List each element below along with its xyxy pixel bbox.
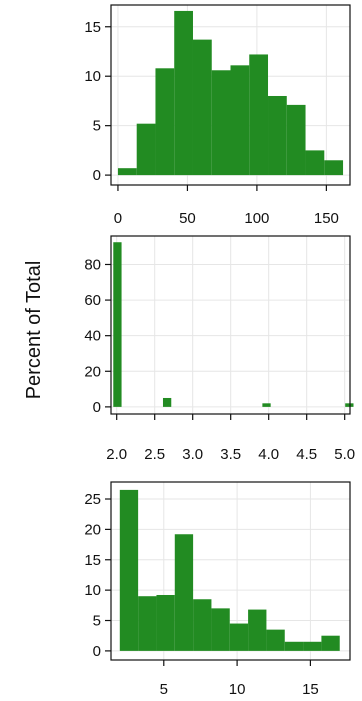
histogram-panel-2: 0 20 40 60 80 2.0 2.5 3.0 3.5 4.0 4.5 5.0 xyxy=(84,235,355,463)
x-tick-label-2: 100 xyxy=(244,210,269,227)
histogram-bar-7 xyxy=(248,609,267,651)
x-tick-label-2: 3.0 xyxy=(182,446,203,463)
x-tick-label-3: 3.5 xyxy=(220,446,241,463)
histogram-bar-7 xyxy=(249,54,269,176)
y-tick-label-3: 15 xyxy=(84,552,101,569)
histogram-bar-9 xyxy=(286,104,306,176)
panel-frame xyxy=(110,4,351,186)
y-tick-label-2: 10 xyxy=(84,582,101,599)
histogram-bar-0 xyxy=(113,242,122,407)
x-tick-label-4: 4.0 xyxy=(258,446,279,463)
x-tick-label-0: 2.0 xyxy=(106,446,127,463)
histogram-bar-0 xyxy=(117,168,137,176)
y-tick-label-2: 40 xyxy=(84,328,101,345)
y-tick-label-2: 10 xyxy=(84,68,101,85)
x-tick-label-1: 2.5 xyxy=(144,446,165,463)
y-tick-label-0: 0 xyxy=(93,399,101,416)
y-tick-label-0: 0 xyxy=(93,643,101,660)
histogram-bar-2 xyxy=(155,68,175,176)
y-tick-label-1: 5 xyxy=(93,118,101,135)
x-tick-label-0: 0 xyxy=(114,210,122,227)
y-tick-label-4: 80 xyxy=(84,256,101,273)
y-axis-label: Percent of Total xyxy=(23,261,45,400)
histogram-bar-1 xyxy=(136,123,156,176)
histogram-panel-3: 0 5 10 15 20 25 5 10 15 xyxy=(84,481,351,698)
y-tick-label-4: 20 xyxy=(84,521,101,538)
x-tick-label-5: 4.5 xyxy=(296,446,317,463)
histogram-bar-18 xyxy=(262,403,271,407)
histogram-bar-8 xyxy=(266,629,285,651)
histogram-bar-1 xyxy=(138,596,157,651)
panel-frame xyxy=(110,481,351,661)
histogram-bar-9 xyxy=(284,641,304,651)
histogram-bar-3 xyxy=(174,10,193,176)
histogram-bar-6 xyxy=(230,65,250,176)
x-tick-label-1: 10 xyxy=(229,681,246,698)
x-tick-label-2: 15 xyxy=(302,681,319,698)
histogram-bar-5 xyxy=(211,608,230,651)
histogram-bar-5 xyxy=(211,70,231,176)
y-tick-label-3: 60 xyxy=(84,292,101,309)
x-tick-label-0: 5 xyxy=(160,681,168,698)
histogram-bar-28 xyxy=(345,403,354,407)
histogram-bar-2 xyxy=(156,594,175,651)
x-tick-label-1: 50 xyxy=(179,210,196,227)
y-tick-label-1: 5 xyxy=(93,613,101,630)
y-tick-label-1: 20 xyxy=(84,363,101,380)
histogram-bar-6 xyxy=(229,623,249,651)
histogram-bar-11 xyxy=(321,635,340,651)
histogram-bar-6 xyxy=(162,397,172,407)
histogram-bar-0 xyxy=(119,489,139,651)
y-tick-label-0: 0 xyxy=(93,167,101,184)
x-tick-label-6: 5.0 xyxy=(334,446,355,463)
histogram-bar-10 xyxy=(305,150,325,176)
histogram-bar-11 xyxy=(324,160,344,176)
histogram-bar-3 xyxy=(174,534,194,651)
histogram-bar-4 xyxy=(192,39,212,176)
histogram-bar-8 xyxy=(268,95,287,176)
y-tick-label-3: 15 xyxy=(84,19,101,36)
histogram-bar-10 xyxy=(303,641,322,651)
y-tick-label-5: 25 xyxy=(84,491,101,508)
x-tick-label-3: 150 xyxy=(314,210,339,227)
histogram-bar-4 xyxy=(193,599,212,651)
